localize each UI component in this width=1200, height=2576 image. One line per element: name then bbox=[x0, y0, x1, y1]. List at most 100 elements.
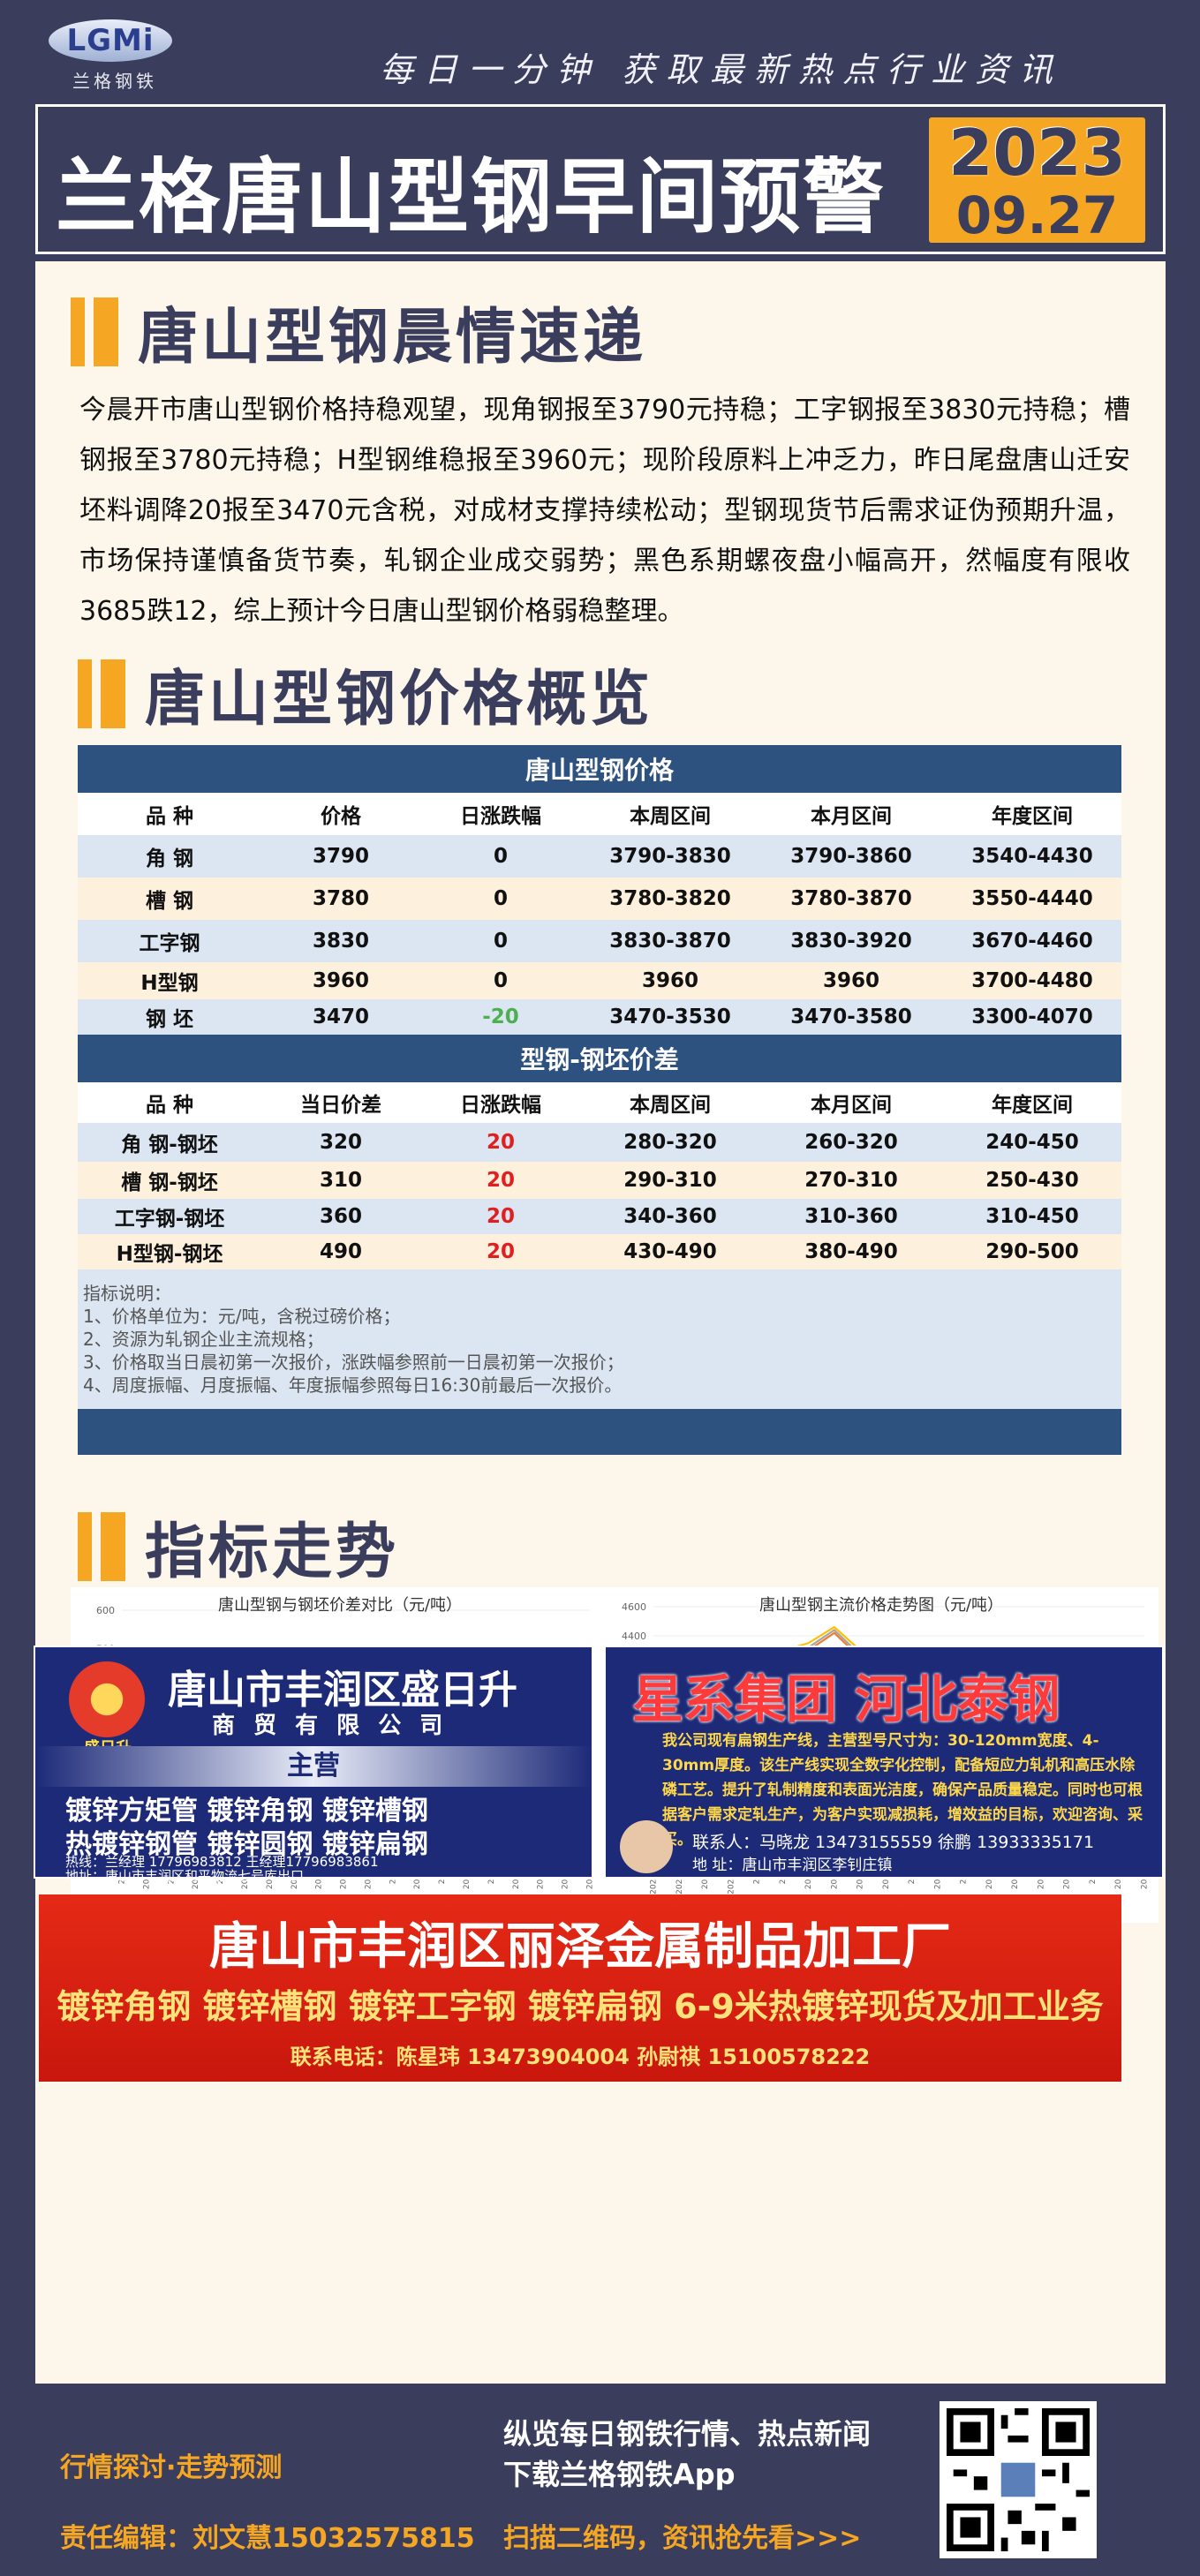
cell-year-range: 3700-4480 bbox=[971, 969, 1093, 992]
note-line: 2、资源为轧钢企业主流规格； bbox=[83, 1329, 324, 1350]
table-row: 槽 钢 3780 0 3780-3820 3780-3870 3550-4440 bbox=[78, 877, 1121, 920]
table-row: H型钢-钢坯 490 20 430-490 380-490 290-500 bbox=[78, 1234, 1121, 1269]
y-tick-label: 4600 bbox=[622, 1601, 646, 1613]
table-footer-band bbox=[78, 1409, 1121, 1455]
section-header-overview: 唐山型钢价格概览 bbox=[78, 650, 653, 737]
cell-price: 3790 bbox=[312, 845, 369, 868]
ad-address: 地址：唐山市丰润区和平物流七号库出口 bbox=[65, 1868, 305, 1884]
ad-description: 我公司现有扁钢生产线，主营型号尺寸为：30-120mm宽度、4-30mm厚度。该… bbox=[662, 1732, 1143, 1849]
note-line: 指标说明： bbox=[83, 1283, 171, 1304]
note-line: 4、周度振幅、月度振幅、年度振幅参照每日16:30前最后一次报价。 bbox=[83, 1375, 623, 1396]
content-panel: 唐山型钢晨情速递 今晨开市唐山型钢价格持稳观望，现角钢报至3790元持稳；工字钢… bbox=[35, 261, 1166, 2384]
chart-title: 唐山型钢与钢坯价差对比（元/吨） bbox=[217, 1596, 463, 1615]
cell-year-range: 310-450 bbox=[985, 1205, 1079, 1228]
ad-products-line: 镀锌角钢 镀锌槽钢 镀锌工字钢 镀锌扁钢 6-9米热镀锌现货及加工业务 bbox=[57, 1987, 1104, 2026]
table-row: 工字钢 3830 0 3830-3870 3830-3920 3670-4460 bbox=[78, 920, 1121, 962]
cell-change: 0 bbox=[493, 887, 508, 910]
cell-year-range: 250-430 bbox=[985, 1169, 1079, 1192]
column-header: 品 种 bbox=[145, 805, 193, 828]
chart-title: 唐山型钢主流价格走势图（元/吨） bbox=[758, 1596, 1004, 1615]
morning-report-text: 今晨开市唐山型钢价格持稳观望，现角钢报至3790元持稳；工字钢报至3830元持稳… bbox=[79, 395, 1130, 627]
note-line: 1、价格单位为：元/吨，含税过磅价格； bbox=[83, 1306, 401, 1327]
column-header: 日涨跌幅 bbox=[460, 1094, 541, 1117]
column-header: 当日价差 bbox=[300, 1094, 381, 1117]
cell-year-range: 240-450 bbox=[985, 1131, 1079, 1154]
footer: 行情探讨·走势预测 责任编辑：刘文慧15032575815 纵览每日钢铁行情、热… bbox=[0, 2384, 1200, 2576]
slogan: 每日一分钟 获取最新热点行业资讯 bbox=[380, 50, 1064, 89]
column-header: 价格 bbox=[321, 805, 361, 828]
cell-product: H型钢-钢坯 bbox=[116, 1243, 223, 1266]
table-heading: 唐山型钢价格 bbox=[78, 745, 1121, 793]
page-title: 兰格唐山型钢早间预警 bbox=[56, 150, 887, 245]
qr-code-icon[interactable] bbox=[940, 2401, 1097, 2558]
cell-month-range: 310-360 bbox=[804, 1205, 898, 1228]
cell-week-range: 340-360 bbox=[623, 1205, 717, 1228]
section-title: 指标走势 bbox=[145, 1518, 400, 1587]
ad-hotline: 热线：兰经理 17796983812 王经理17796983861 bbox=[65, 1854, 379, 1870]
cell-change: 0 bbox=[493, 930, 508, 953]
cell-week-range: 280-320 bbox=[623, 1131, 717, 1154]
table-row: 钢 坯 3470 -20 3470-3530 3470-3580 3300-40… bbox=[78, 999, 1121, 1035]
cell-spread: 490 bbox=[319, 1240, 362, 1263]
y-tick-label: 4400 bbox=[622, 1631, 646, 1642]
column-header: 本月区间 bbox=[811, 805, 892, 828]
date-badge: 2023 09.27 bbox=[929, 117, 1145, 243]
ad-products-line: 镀锌方矩管 镀锌角钢 镀锌槽钢 bbox=[65, 1796, 428, 1827]
cell-week-range: 3960 bbox=[641, 969, 698, 992]
ad-contact: 联系人：马晓龙 13473155559 徐鹏 13933335171 bbox=[692, 1833, 1095, 1852]
column-header: 本周区间 bbox=[630, 1094, 711, 1117]
section-header-trend: 指标走势 bbox=[78, 1503, 399, 1590]
price-table: 唐山型钢价格 品 种 价格 日涨跌幅 本周区间 本月区间 年度区间 角 钢 37… bbox=[78, 745, 1121, 1455]
cell-year-range: 3300-4070 bbox=[971, 1006, 1093, 1028]
column-header: 本月区间 bbox=[811, 1094, 892, 1117]
table-header-row: 品 种 价格 日涨跌幅 本周区间 本月区间 年度区间 bbox=[78, 793, 1121, 835]
cell-change: 20 bbox=[486, 1240, 515, 1263]
table-row: 角 钢-钢坯 320 20 280-320 260-320 240-450 bbox=[78, 1123, 1121, 1162]
avatar bbox=[620, 1820, 673, 1873]
cell-year-range: 3550-4440 bbox=[971, 887, 1093, 910]
section-header-morning: 唐山型钢晨情速递 bbox=[71, 288, 646, 375]
table-row: 工字钢-钢坯 360 20 340-360 310-360 310-450 bbox=[78, 1199, 1121, 1234]
section-title: 唐山型钢晨情速递 bbox=[138, 303, 647, 373]
logo-mark: LGMi bbox=[49, 19, 172, 62]
ad-company: 唐山市丰润区丽泽金属制品加工厂 bbox=[209, 1918, 951, 1976]
cell-week-range: 3780-3820 bbox=[609, 887, 731, 910]
cell-product: 工字钢 bbox=[139, 932, 200, 955]
cell-week-range: 3830-3870 bbox=[609, 930, 731, 953]
ad-company: 唐山市丰润区盛日升 bbox=[168, 1668, 517, 1713]
cell-change: 20 bbox=[486, 1131, 515, 1154]
cell-price: 3960 bbox=[312, 969, 369, 992]
cell-week-range: 3790-3830 bbox=[609, 845, 731, 868]
footer-editor: 责任编辑：刘文慧15032575815 bbox=[60, 2523, 475, 2554]
cell-product: 角 钢 bbox=[145, 847, 193, 870]
ad-phone: 联系电话：陈星玮 13473904004 孙尉祺 15100578222 bbox=[290, 2045, 871, 2069]
app-promo-line: 纵览每日钢铁行情、热点新闻 bbox=[503, 2417, 872, 2451]
cell-price: 3830 bbox=[312, 930, 369, 953]
cell-month-range: 260-320 bbox=[804, 1131, 898, 1154]
cell-change: 0 bbox=[493, 845, 508, 868]
column-header: 品 种 bbox=[145, 1094, 193, 1117]
cell-product: 槽 钢-钢坯 bbox=[121, 1171, 218, 1194]
cell-product: 角 钢-钢坯 bbox=[121, 1134, 218, 1156]
section-bar-icon bbox=[71, 297, 85, 366]
ad-taigang[interactable]: 星系集团 河北泰钢 我公司现有扁钢生产线，主营型号尺寸为：30-120mm宽度、… bbox=[604, 1646, 1164, 1879]
brand-logo: LGMi 兰格钢铁 bbox=[49, 19, 181, 94]
cell-week-range: 290-310 bbox=[623, 1169, 717, 1192]
ad-shengrisheng[interactable]: 盛日升 唐山市丰润区盛日升 商 贸 有 限 公 司 主营 镀锌方矩管 镀锌角钢 … bbox=[34, 1646, 593, 1884]
logo-text: 兰格钢铁 bbox=[72, 71, 157, 92]
ad-address: 地 址：唐山市丰润区李钊庄镇 bbox=[692, 1857, 893, 1874]
table-row: H型钢 3960 0 3960 3960 3700-4480 bbox=[78, 962, 1121, 999]
note-line: 3、价格取当日晨初第一次报价，涨跌幅参照前一日晨初第一次报价； bbox=[83, 1352, 624, 1373]
cell-product: 槽 钢 bbox=[145, 890, 193, 913]
cell-price: 3780 bbox=[312, 887, 369, 910]
cell-year-range: 3670-4460 bbox=[971, 930, 1093, 953]
ad-lize[interactable]: 唐山市丰润区丽泽金属制品加工厂 镀锌角钢 镀锌槽钢 镀锌工字钢 镀锌扁钢 6-9… bbox=[39, 1894, 1121, 2082]
cell-change: 20 bbox=[486, 1169, 515, 1192]
cell-month-range: 3960 bbox=[822, 969, 879, 992]
ad-main-label: 主营 bbox=[35, 1746, 592, 1787]
scan-prompt: 扫描二维码，资讯抢先看>>> bbox=[503, 2523, 862, 2554]
section-bar-icon bbox=[101, 1511, 125, 1581]
cell-change: -20 bbox=[482, 1006, 519, 1028]
section-bar-icon bbox=[78, 659, 92, 728]
cell-month-range: 3780-3870 bbox=[790, 887, 912, 910]
